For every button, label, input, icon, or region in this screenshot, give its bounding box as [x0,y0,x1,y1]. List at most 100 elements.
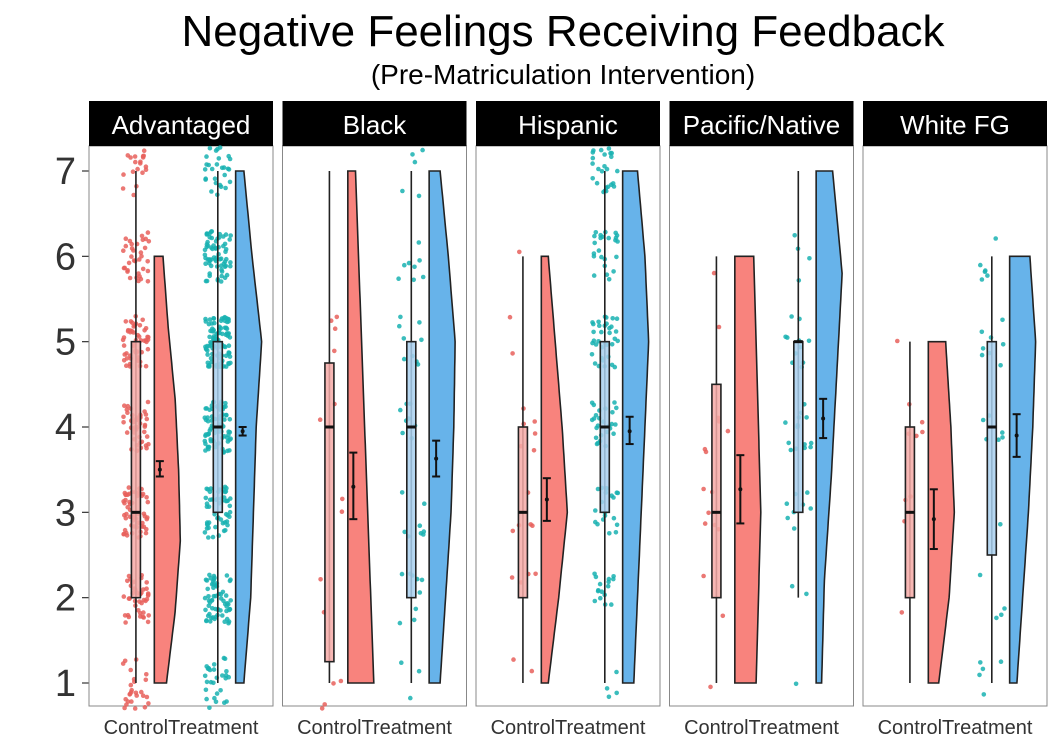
data-point [122,352,127,357]
data-point [128,667,133,673]
data-point [708,684,713,690]
data-point [133,159,138,165]
data-point [400,188,405,194]
data-point [223,528,228,533]
data-point [142,705,148,710]
data-point [222,656,228,661]
data-point [590,176,595,181]
data-point [207,497,213,503]
data-point [531,448,537,453]
data-point [140,520,145,526]
data-point [122,527,128,533]
y-tick-label: 5 [55,322,76,364]
data-point [144,416,150,422]
data-point [602,152,607,157]
data-point [804,415,809,420]
data-point [397,620,403,626]
violin-shape [153,255,182,684]
data-point [224,573,230,578]
data-point [123,515,129,521]
data-point [212,512,217,517]
data-point [614,254,619,260]
data-point [226,316,231,322]
data-point [402,262,407,268]
data-point [143,412,149,417]
data-point [511,657,516,662]
data-point [416,240,422,245]
data-point [145,619,151,625]
data-point [212,695,217,701]
data-point [417,320,422,325]
data-point [208,328,213,334]
data-point [146,701,151,706]
data-point [226,167,232,172]
data-point [211,593,217,599]
data-point [132,706,138,711]
data-point [702,446,708,452]
data-point [982,269,988,275]
data-point [123,236,129,241]
facet-strip-label: Advantaged [112,110,251,140]
data-point [615,168,620,174]
data-point [416,668,422,674]
data-point [611,515,617,521]
data-point [135,166,140,172]
data-point [227,237,232,242]
data-point [614,690,619,696]
facet-strip [669,101,854,146]
data-point [596,319,601,325]
data-point [804,591,809,597]
data-point [223,249,228,255]
data-point [220,613,225,618]
data-point [224,604,229,609]
data-point [218,318,224,324]
data-point [805,490,810,495]
data-point [593,519,598,525]
data-point [613,530,619,535]
data-point [702,521,708,526]
data-point [528,522,533,527]
data-point [143,677,149,683]
data-point [340,496,345,502]
data-point [1000,342,1006,347]
data-point [980,666,986,672]
data-point [120,337,126,343]
data-point [611,431,616,437]
data-point [205,444,211,450]
data-point [136,334,142,339]
facet-strip-label: White FG [900,110,1010,140]
data-point [611,495,616,500]
data-point [144,672,149,677]
data-point [410,152,415,157]
data-point [602,164,607,169]
data-point [216,156,222,161]
data-point [213,245,218,251]
data-point [590,155,596,161]
y-tick-label: 4 [55,407,76,449]
data-point [614,233,620,238]
data-point [792,233,797,238]
data-point [141,148,147,153]
x-tick-label: ControlTreatment [684,717,839,739]
data-point [609,150,614,156]
data-point [202,595,208,601]
data-point [202,252,208,258]
data-point [202,673,208,679]
data-point [208,263,214,269]
data-point [590,150,596,155]
data-point [614,669,619,675]
data-point [223,511,229,517]
data-point [413,606,419,612]
data-point [396,276,401,282]
data-point [217,231,223,237]
data-point [228,263,233,269]
data-point [977,572,983,578]
data-point [994,615,999,621]
data-point [402,529,408,535]
jitter-points [317,314,345,711]
data-point [215,146,220,152]
data-point [706,510,711,516]
facet-panel: Advantaged ControlTreatment [88,101,274,739]
violin-shape [815,170,843,684]
